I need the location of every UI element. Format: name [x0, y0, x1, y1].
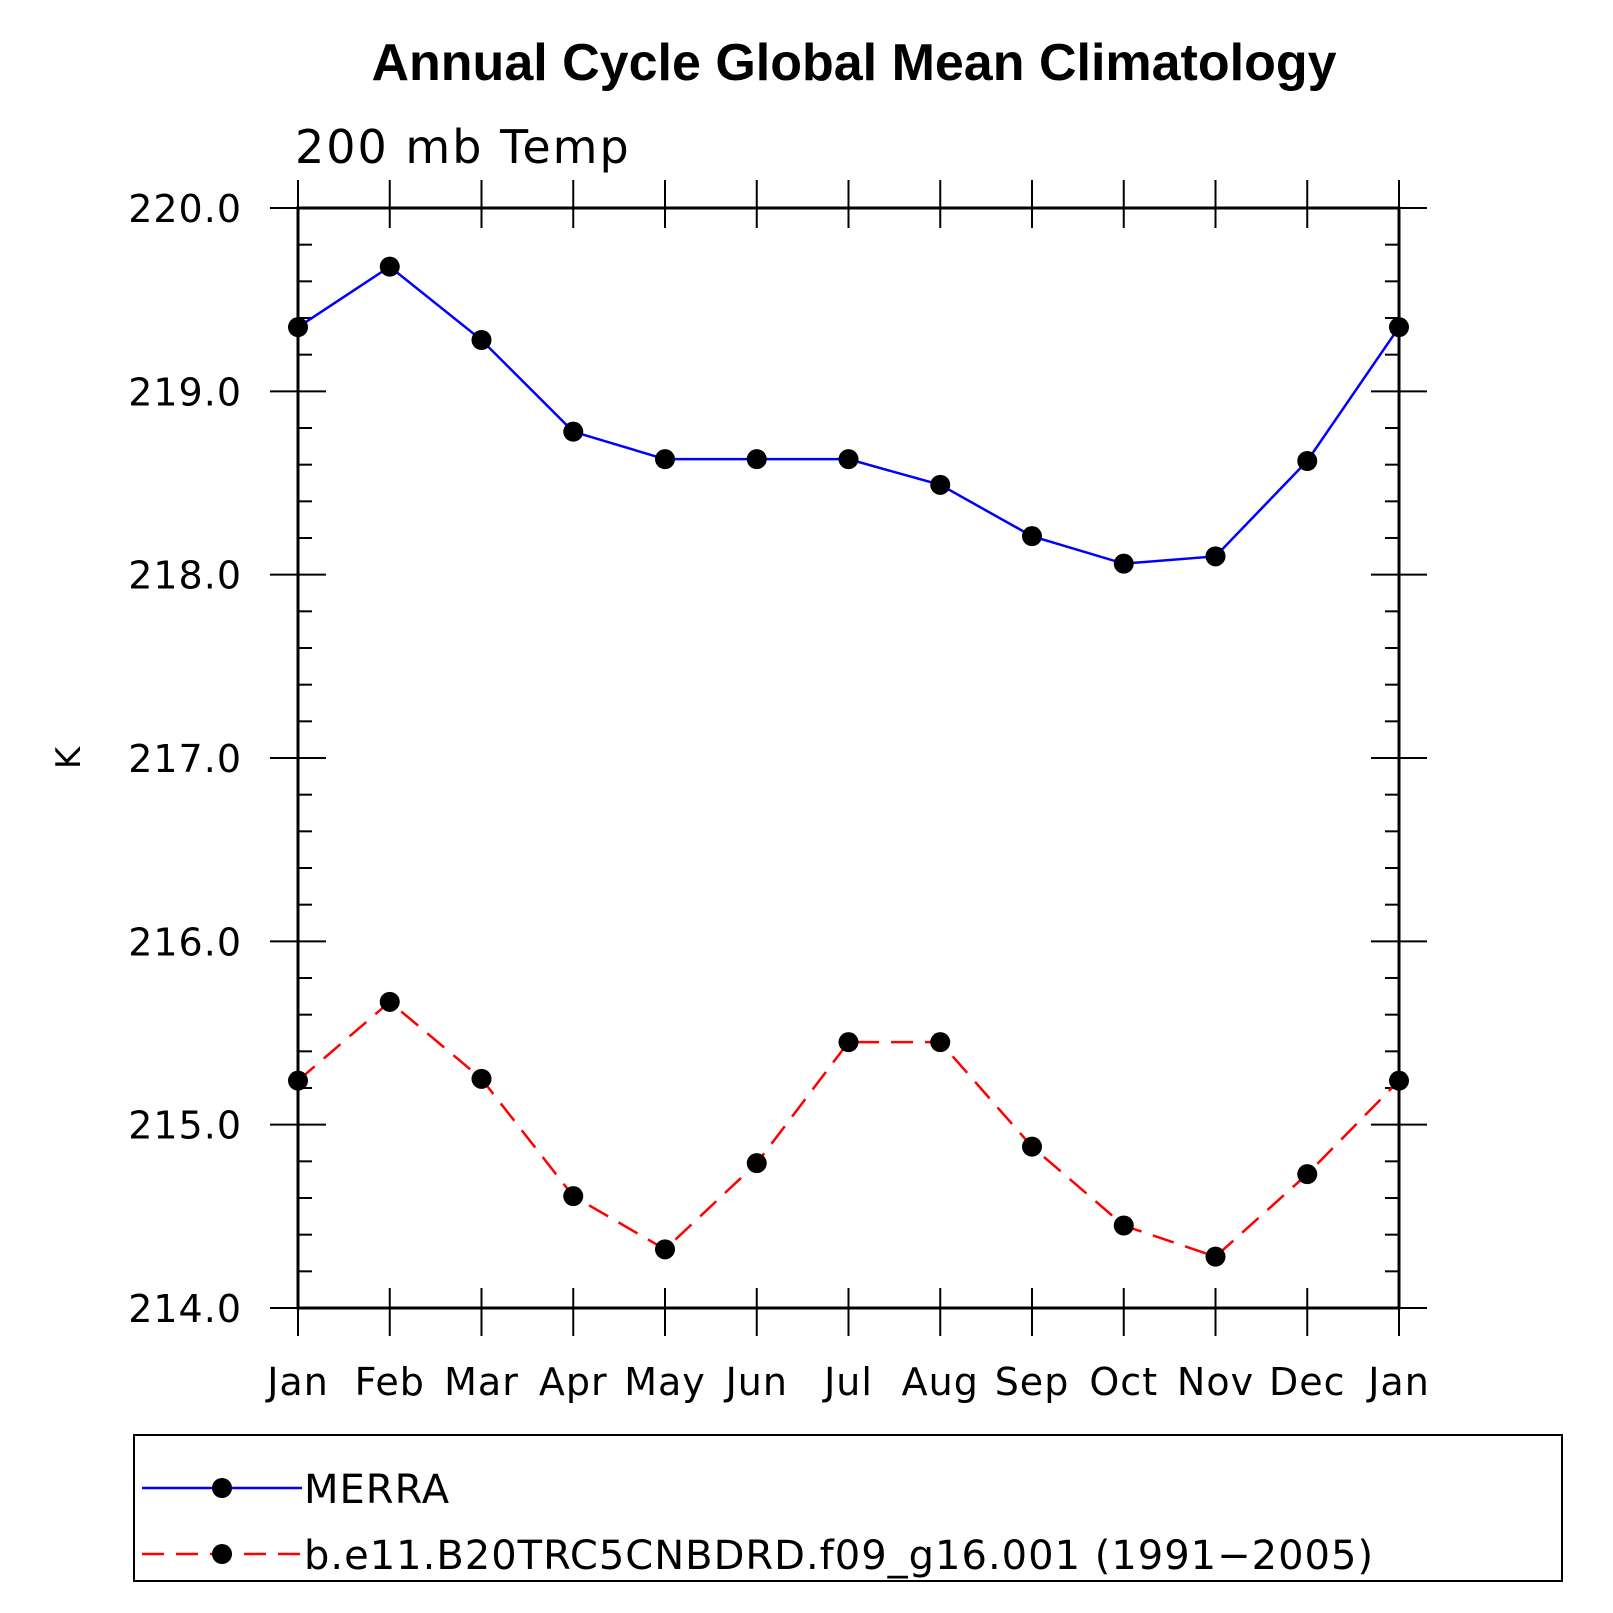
legend-label-1: b.e11.B20TRC5CNBDRD.f09_g16.001 (1991−20… — [304, 1533, 1374, 1579]
legend-items: MERRA b.e11.B20TRC5CNBDRD.f09_g16.001 (19… — [142, 1467, 1374, 1579]
series-1-point — [1205, 1246, 1226, 1267]
series-0-point — [746, 449, 767, 470]
y-tick-label: 216.0 — [128, 920, 242, 964]
x-tick-label: Jul — [822, 1360, 873, 1404]
series-line-0 — [297, 265, 1401, 565]
x-tick-label: Sep — [995, 1360, 1070, 1404]
series-0-point — [1022, 526, 1042, 547]
y-tick-label: 219.0 — [128, 370, 242, 414]
series-0-point — [655, 449, 675, 470]
plot-area: 214.0 215.0 216.0 217.0 218.0 219.0 220.0 Jan F… — [128, 180, 1430, 1404]
x-tick-label: Jun — [724, 1360, 788, 1404]
x-tick-label: Aug — [902, 1360, 979, 1404]
legend-marker-0 — [212, 1478, 232, 1498]
legend-label-0: MERRA — [304, 1467, 450, 1513]
y-tick-label: 217.0 — [128, 737, 242, 781]
x-tick-label: Jan — [265, 1360, 329, 1404]
x-tick-label: Feb — [355, 1360, 425, 1404]
plot-frame — [296, 206, 1401, 1310]
y-tick-label: 215.0 — [128, 1104, 242, 1148]
x-tick-label: Apr — [539, 1360, 608, 1404]
series-0-point — [1113, 553, 1134, 574]
legend-box — [133, 1434, 1563, 1582]
series-1-point — [471, 1068, 492, 1089]
x-axis-ticks: Jan Feb Mar Apr May Jun Jul Aug Sep Oct Nov Dec Jan — [265, 180, 1430, 1404]
series-1-point — [1389, 1070, 1409, 1091]
legend-marker-1 — [212, 1544, 232, 1564]
x-tick-label: Jan — [1366, 1360, 1430, 1404]
legend: MERRA b.e11.B20TRC5CNBDRD.f09_g16.001 (19… — [133, 1434, 1563, 1582]
series-0-point — [1205, 546, 1226, 567]
y-tick-label: 214.0 — [128, 1287, 242, 1331]
x-tick-label: Nov — [1177, 1360, 1254, 1404]
series-1-point — [746, 1153, 767, 1174]
y-tick-label: 218.0 — [128, 554, 242, 598]
series-1-point — [288, 1070, 308, 1091]
series-0-point — [563, 421, 584, 442]
series-1-point — [1022, 1136, 1042, 1157]
x-tick-label: Oct — [1089, 1360, 1158, 1404]
series-0-point — [1297, 451, 1318, 471]
x-tick-label: Dec — [1269, 1360, 1346, 1404]
series-0-point — [1389, 317, 1409, 338]
y-tick-label: 220.0 — [128, 187, 242, 231]
series-layer — [288, 256, 1409, 1267]
series-1-point — [1113, 1215, 1134, 1236]
series-1-point — [930, 1032, 951, 1053]
x-tick-label: May — [624, 1360, 706, 1404]
chart-title: Annual Cycle Global Mean Climatology — [371, 34, 1336, 92]
series-0-point — [379, 256, 400, 277]
chart-subtitle: 200 mb Temp — [295, 120, 631, 174]
series-0-point — [288, 317, 308, 338]
series-0-point — [930, 474, 951, 495]
x-tick-label: Mar — [444, 1360, 519, 1404]
series-1-point — [379, 991, 400, 1012]
series-1-point — [1297, 1164, 1318, 1185]
y-axis-ticks: 214.0 215.0 216.0 217.0 218.0 219.0 220.0 — [128, 187, 1427, 1331]
series-0-point — [471, 330, 492, 350]
series-0-point — [838, 449, 859, 470]
series-1-point — [655, 1239, 675, 1260]
series-1-point — [563, 1186, 584, 1207]
series-1-point — [838, 1032, 859, 1053]
y-axis-label: K — [49, 745, 89, 769]
